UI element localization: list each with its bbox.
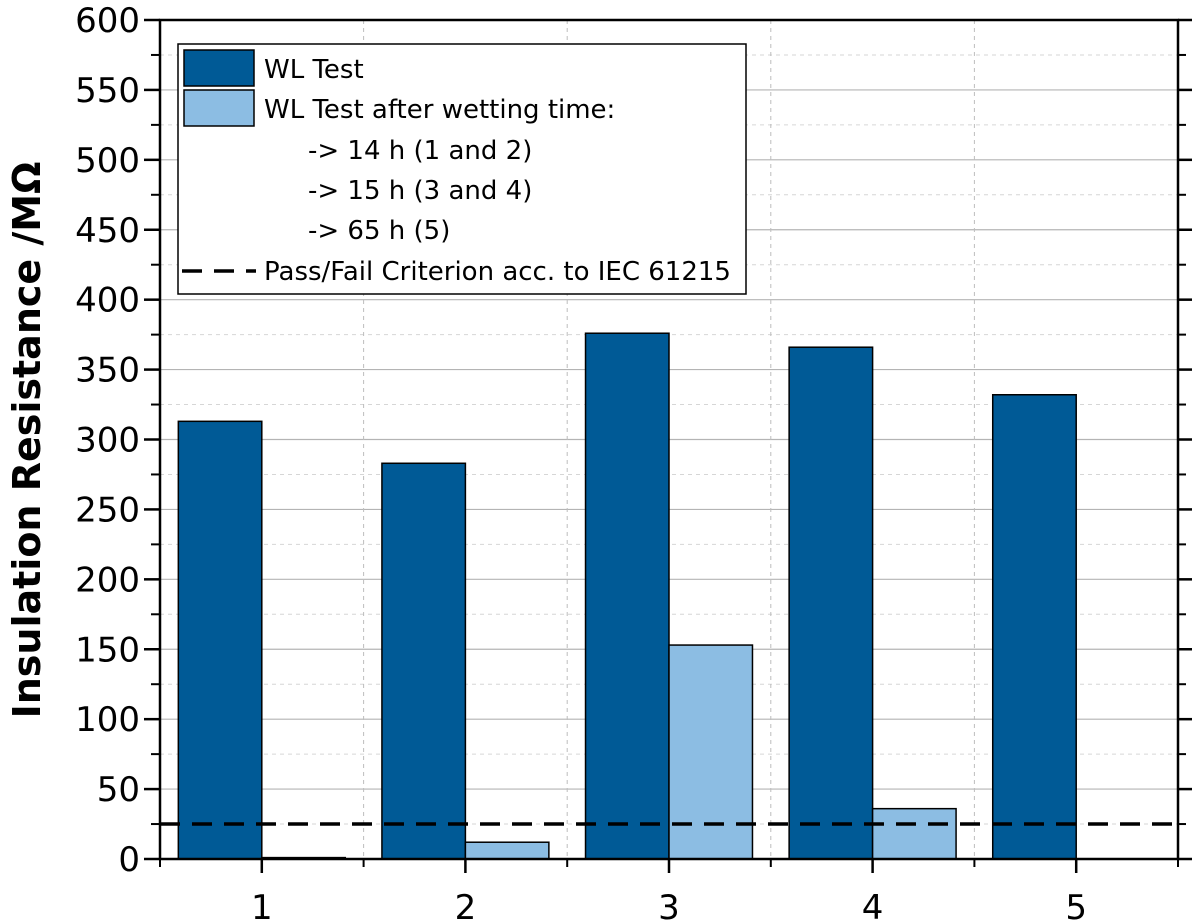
bar-wl-test-1 xyxy=(177,420,263,860)
x-tick-label: 3 xyxy=(658,888,680,923)
y-axis-label: Insulation Resistance /MΩ xyxy=(5,162,49,719)
legend-swatch-wl-test xyxy=(183,49,255,87)
bars xyxy=(177,332,1077,860)
bar-wl-test-5 xyxy=(991,394,1077,860)
bar-wl-test-4 xyxy=(788,346,874,860)
bar-after-wetting-4 xyxy=(871,807,957,860)
y-tick-label: 500 xyxy=(75,141,140,181)
tick-labels: 0 50 100 150 200 250 300 350 400 450 500 550 600 1 2 3 4… xyxy=(75,1,1087,923)
legend-note-15h: -> 15 h (3 and 4) xyxy=(308,176,532,206)
legend-swatch-after-wetting xyxy=(183,89,255,127)
bar-wl-test-3 xyxy=(584,332,670,860)
axes xyxy=(144,18,1192,873)
y-tick-label: 550 xyxy=(75,71,140,111)
legend: WL Test WL Test after wetting time: -> 1… xyxy=(177,43,747,295)
y-tick-label: 350 xyxy=(75,351,140,391)
x-tick-label: 1 xyxy=(251,888,273,923)
legend-note-65h: -> 65 h (5) xyxy=(308,216,450,246)
bar-after-wetting-3 xyxy=(668,644,754,860)
y-tick-label: 100 xyxy=(75,700,140,740)
y-tick-label: 600 xyxy=(75,1,140,41)
legend-label-pass-fail: Pass/Fail Criterion acc. to IEC 61215 xyxy=(264,257,731,287)
legend-label-after-wetting: WL Test after wetting time: xyxy=(264,95,615,125)
x-tick-label: 4 xyxy=(862,888,884,923)
legend-label-wl-test: WL Test xyxy=(264,55,364,85)
x-tick-label: 2 xyxy=(455,888,477,923)
y-tick-label: 50 xyxy=(97,770,140,810)
legend-note-14h: -> 14 h (1 and 2) xyxy=(308,136,532,166)
bar-wl-test-2 xyxy=(381,462,467,860)
y-tick-label: 450 xyxy=(75,211,140,251)
y-tick-label: 0 xyxy=(118,840,140,880)
y-tick-label: 300 xyxy=(75,421,140,461)
x-tick-label: 5 xyxy=(1065,888,1087,923)
y-tick-label: 150 xyxy=(75,630,140,670)
bar-after-wetting-2 xyxy=(464,841,550,860)
y-tick-label: 250 xyxy=(75,490,140,530)
y-tick-label: 400 xyxy=(75,281,140,321)
y-tick-label: 200 xyxy=(75,560,140,600)
legend-frame xyxy=(177,43,747,295)
